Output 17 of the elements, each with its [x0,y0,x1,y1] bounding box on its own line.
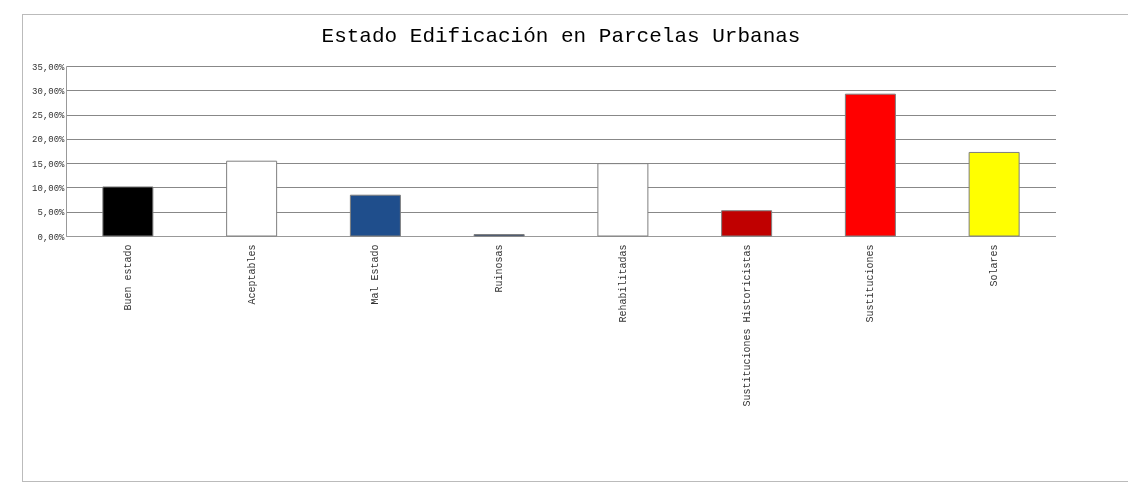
x-tick-label: Rehabilitadas [617,244,629,323]
x-tick-label: Solares [989,244,1001,287]
x-tick-label: Aceptables [246,244,258,305]
y-tick-label: 20,00% [32,135,66,146]
x-tick-label: Sustituciones [865,244,877,323]
x-tick-label: Ruinosas [494,244,506,293]
y-tick-label: 25,00% [32,111,66,122]
y-tick-label: 35,00% [32,62,66,73]
x-tick-label: Buen estado [122,244,134,311]
y-tick-label: 0,00% [37,232,66,243]
chart-title: Estado Edificación en Parcelas Urbanas [321,25,801,48]
x-tick-label: Sustituciones Historicistas [741,244,753,407]
y-tick-label: 5,00% [37,208,66,219]
y-tick-label: 30,00% [32,86,66,97]
y-tick-label: 15,00% [32,159,66,170]
y-tick-label: 10,00% [32,183,66,194]
x-tick-label: Mal Estado [370,244,382,305]
